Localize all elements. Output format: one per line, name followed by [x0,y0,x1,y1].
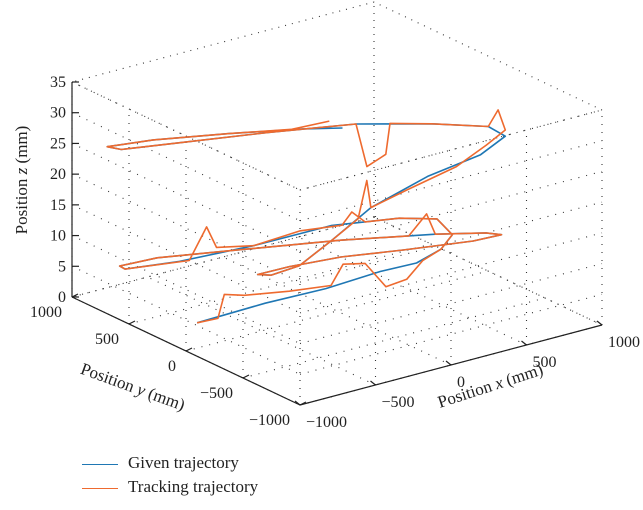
legend-item-tracking: Tracking trajectory [80,476,340,500]
grid-line-x [298,236,527,346]
x-tick-label: 1000 [608,334,640,351]
y-tick-label: −1000 [249,412,290,429]
z-tick-label: 25 [50,135,66,152]
series-lines [106,109,507,324]
x-tick [596,320,603,326]
z-tick-label: 5 [58,258,66,275]
grid-line-z [299,201,603,283]
grid-line-z [71,235,301,345]
grid-line-x [222,256,452,366]
grid-line-z [71,142,301,252]
x-tick-label: 500 [533,354,557,371]
legend-label-given: Given trajectory [128,453,239,472]
series-line-tracking [106,109,507,324]
chart-3d-plot: 0 5 10 15 20 25 30 35 −1000 −500 0 500 1000 −1000 −500… [12,1,640,431]
x-tick-label: −1000 [306,414,347,431]
z-tick-label: 35 [50,74,66,91]
legend-item-given: Given trajectory [80,452,340,476]
x-tick [445,360,452,366]
box-edge [71,81,301,191]
z-tick-label: 30 [50,105,66,122]
z-tick-label: 15 [50,197,66,214]
z-tick-label: 20 [50,166,66,183]
legend-label-tracking: Tracking trajectory [128,477,259,496]
y-tick-label: 500 [95,331,119,348]
grid-lines [71,1,603,406]
grid-line-z [299,293,603,375]
y-tick-label: −500 [200,385,233,402]
x-axis-label: Position x (mm) [435,360,545,412]
series-line-given [106,123,507,324]
x-tick-label: −500 [382,394,415,411]
y-tick-label: 0 [168,358,176,375]
z-axis-label: Position z (mm) [12,126,31,235]
legend-swatch-tracking [82,488,118,489]
tick-labels: 0 5 10 15 20 25 30 35 −1000 −500 0 500 1000 −1000 −500… [30,74,640,431]
grid-line-y [242,297,546,379]
box-edge [71,1,375,83]
x-tick-label: 0 [457,374,465,391]
z-tick-label: 10 [50,228,66,245]
y-tick-label: 1000 [30,304,62,321]
box-edge [373,1,603,111]
grid-line-z [71,265,301,375]
x-tick [521,340,527,346]
y-tick [299,401,307,406]
y-tick [242,374,250,379]
z-tick-label: 0 [58,289,66,306]
x-tick [294,400,301,406]
x-tick [370,380,376,386]
grid-line-z [71,204,301,314]
legend: Given trajectory Tracking trajectory [80,452,340,500]
legend-swatch-given [82,464,118,465]
axes [71,81,603,406]
y-tick [71,293,79,298]
y-tick [185,347,193,352]
y-tick [128,320,136,325]
grid-line-z [299,263,603,345]
